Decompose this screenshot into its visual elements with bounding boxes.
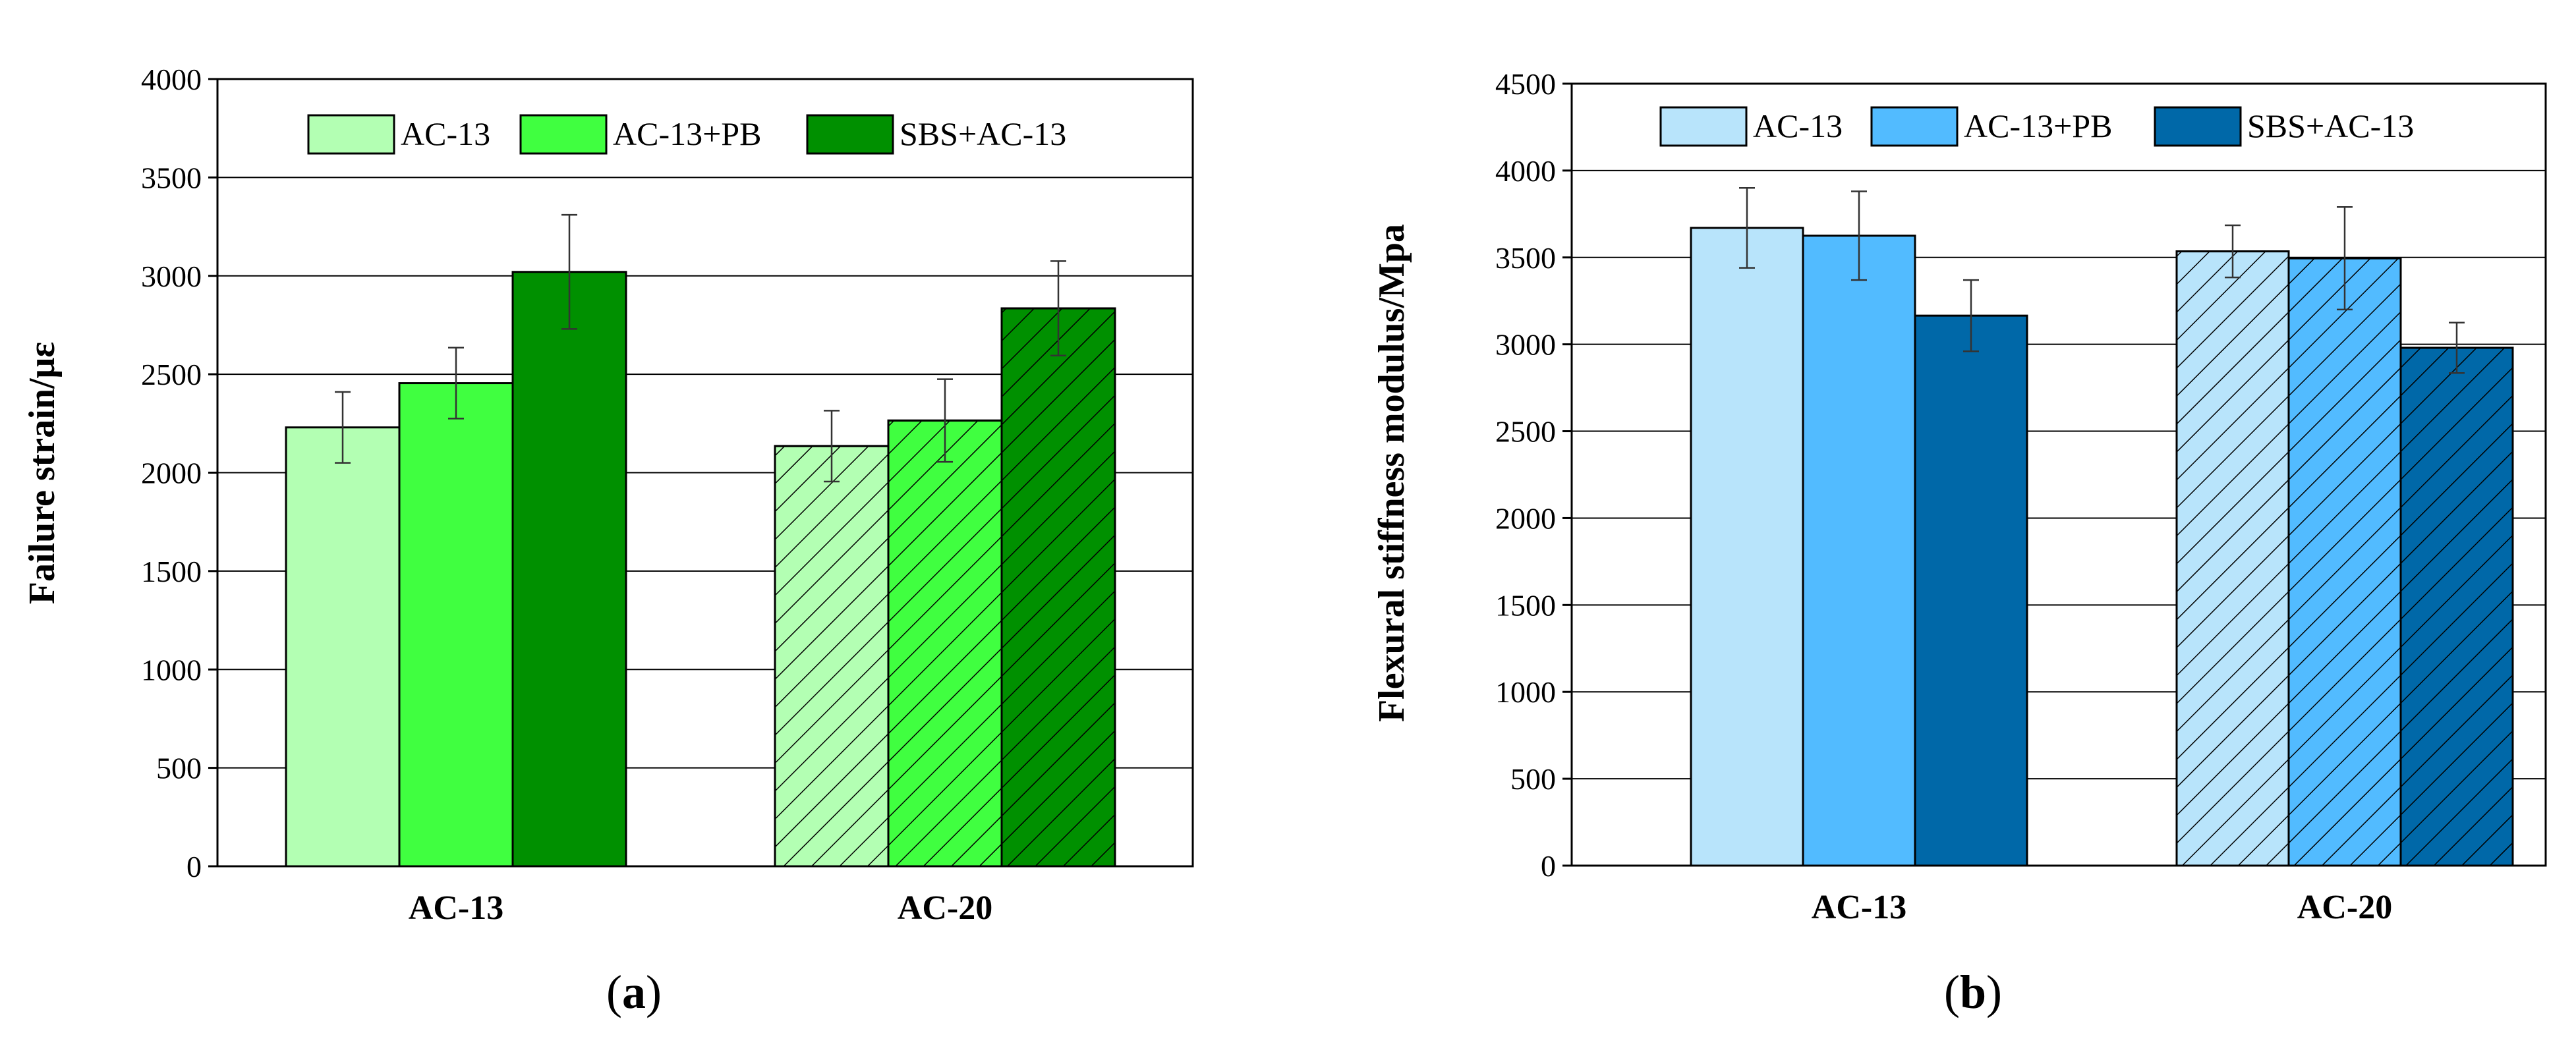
- y-tick-label-a-0: 0: [186, 850, 202, 883]
- y-tick-label-a-7: 3500: [141, 161, 202, 194]
- y-tick-label-b-9: 4500: [1495, 67, 1556, 101]
- bar-hatch-a-AC-20-AC-13+PB: [887, 419, 1003, 868]
- y-axis-label-a: Failure strain/με: [22, 342, 63, 604]
- legend-swatch-a-0: [307, 114, 395, 155]
- y-ticks-a: 0 500 1000 1500 2000 2500 3000 3500 4000: [141, 63, 217, 883]
- legend-swatch-b-0: [1659, 106, 1748, 147]
- legend-label-b-1: AC-13+PB: [1964, 107, 2112, 144]
- y-tick-label-a-6: 3000: [141, 260, 202, 293]
- legend-box-a: [290, 104, 1107, 163]
- x-category-label-b-0: AC-13: [1812, 889, 1906, 926]
- error-bars-b: [1739, 187, 2465, 374]
- y-tick-label-b-8: 4000: [1495, 154, 1556, 188]
- bar-hatch-b-AC-20-SBS+AC-13: [2399, 347, 2514, 867]
- y-tick-label-b-6: 3000: [1495, 328, 1556, 362]
- bar-hatch-b-AC-20-AC-13+PB: [2287, 257, 2402, 867]
- x-category-label-a-1: AC-20: [898, 889, 992, 927]
- x-category-label-a-0: AC-13: [409, 889, 503, 927]
- legend-swatch-a-1: [519, 114, 608, 155]
- plot-frame-b: [1570, 82, 2547, 867]
- y-tick-label-a-2: 1000: [141, 653, 202, 686]
- legend-label-a-2: SBS+AC-13: [900, 115, 1066, 152]
- y-tick-label-a-8: 4000: [141, 63, 202, 96]
- plot-frame-a: [216, 78, 1194, 868]
- chart-b: 0 500 1000 1500 2000 2500 3000 3500 4000 4500 AC-…: [1371, 67, 2547, 1018]
- bar-hatch-b-AC-20-AC-13: [2175, 250, 2290, 867]
- legend-a: AC-13 AC-13+PB SBS+AC-13: [290, 104, 1107, 163]
- error-bars-a: [335, 213, 1066, 483]
- bar-hatch-a-AC-20-SBS+AC-13: [1000, 307, 1116, 868]
- panel-label-a: (a): [606, 966, 662, 1018]
- bar-b-AC-13-SBS+AC-13: [1914, 314, 2028, 867]
- y-ticks-b: 0 500 1000 1500 2000 2500 3000 3500 4000 4500: [1495, 67, 1572, 883]
- legend-label-a-0: AC-13: [401, 115, 490, 152]
- x-categories-b: AC-13 AC-20: [1812, 889, 2392, 926]
- x-categories-a: AC-13 AC-20: [409, 889, 992, 927]
- y-tick-label-a-1: 500: [156, 752, 202, 785]
- y-tick-label-b-2: 1000: [1495, 675, 1556, 709]
- bar-hatch-a-AC-20-AC-13: [774, 445, 890, 868]
- y-tick-label-a-3: 1500: [141, 555, 202, 588]
- legend-swatch-a-2: [806, 114, 894, 155]
- bars-b: [1690, 227, 2514, 867]
- legend-label-a-1: AC-13+PB: [613, 115, 761, 152]
- panel-label-b: (b): [1944, 966, 2002, 1018]
- y-tick-label-b-4: 2000: [1495, 501, 1556, 535]
- legend-swatch-b-2: [2154, 106, 2242, 147]
- y-tick-label-b-7: 3500: [1495, 241, 1556, 275]
- legend-swatch-b-1: [1870, 106, 1959, 147]
- legend-label-b-2: SBS+AC-13: [2247, 107, 2414, 144]
- y-tick-label-b-0: 0: [1541, 849, 1556, 883]
- bar-a-AC-13-SBS+AC-13: [511, 271, 627, 868]
- bar-a-AC-13-AC-13+PB: [398, 382, 514, 868]
- y-tick-label-b-1: 500: [1510, 762, 1556, 796]
- legend-label-b-0: AC-13: [1753, 107, 1843, 144]
- legend-b: AC-13 AC-13+PB SBS+AC-13: [1647, 97, 2471, 156]
- x-category-label-b-1: AC-20: [2297, 889, 2392, 926]
- y-tick-label-b-3: 1500: [1495, 588, 1556, 622]
- bar-b-AC-13-AC-13+PB: [1802, 235, 1916, 867]
- bar-a-AC-13-AC-13: [285, 426, 401, 868]
- y-tick-label-a-5: 2500: [141, 358, 202, 391]
- bars-a: [285, 271, 1116, 868]
- bar-b-AC-13-AC-13: [1690, 227, 1804, 867]
- legend-box-b: [1647, 97, 2471, 156]
- y-tick-label-b-5: 2500: [1495, 415, 1556, 449]
- y-axis-label-b: Flexural stiffness modulus/Mpa: [1371, 224, 1412, 722]
- y-tick-label-a-4: 2000: [141, 457, 202, 490]
